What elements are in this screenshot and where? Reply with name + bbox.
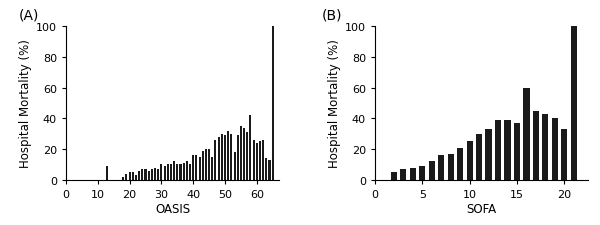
Bar — [227, 131, 229, 180]
Text: (A): (A) — [19, 9, 40, 22]
Bar — [448, 154, 454, 180]
X-axis label: SOFA: SOFA — [466, 202, 497, 215]
Bar — [391, 172, 397, 180]
Bar — [196, 155, 197, 180]
Bar — [246, 133, 248, 180]
Bar — [243, 128, 245, 180]
Bar — [542, 114, 548, 180]
Bar — [164, 166, 166, 180]
Bar — [240, 126, 242, 180]
Bar — [205, 149, 207, 180]
Bar — [167, 165, 169, 180]
Bar — [410, 168, 416, 180]
Bar — [400, 169, 406, 180]
Bar — [189, 165, 191, 180]
Bar — [218, 137, 220, 180]
Bar — [186, 162, 188, 180]
Bar — [106, 166, 109, 180]
Bar — [259, 142, 261, 180]
Text: (B): (B) — [322, 9, 342, 22]
Bar — [272, 27, 274, 180]
Bar — [505, 120, 511, 180]
Bar — [157, 169, 159, 180]
Bar — [457, 148, 463, 180]
Bar — [262, 140, 264, 180]
Bar — [533, 111, 539, 180]
Bar — [179, 165, 182, 180]
Bar — [265, 159, 268, 180]
Bar — [128, 172, 131, 180]
Bar — [202, 151, 204, 180]
Bar — [132, 172, 134, 180]
Bar — [233, 153, 236, 180]
Bar — [148, 171, 150, 180]
Bar — [199, 157, 200, 180]
Bar — [514, 123, 520, 180]
Bar — [214, 140, 217, 180]
Bar — [122, 177, 124, 180]
Bar — [428, 162, 435, 180]
Bar — [154, 168, 156, 180]
Bar — [552, 119, 558, 180]
Bar — [256, 143, 258, 180]
Bar — [224, 136, 226, 180]
Bar — [138, 171, 140, 180]
Bar — [253, 140, 254, 180]
Bar — [192, 155, 194, 180]
Bar — [221, 134, 223, 180]
Bar — [141, 169, 143, 180]
Bar — [438, 155, 445, 180]
Bar — [170, 165, 172, 180]
Y-axis label: Hospital Mortality (%): Hospital Mortality (%) — [19, 39, 32, 168]
Bar — [145, 169, 146, 180]
Bar — [173, 162, 175, 180]
Bar — [160, 165, 163, 180]
Bar — [236, 136, 239, 180]
Bar — [211, 157, 214, 180]
Bar — [561, 130, 568, 180]
Bar — [151, 169, 153, 180]
Bar — [230, 134, 232, 180]
Y-axis label: Hospital Mortality (%): Hospital Mortality (%) — [328, 39, 341, 168]
Bar — [523, 88, 530, 180]
Bar — [495, 120, 501, 180]
X-axis label: OASIS: OASIS — [155, 202, 190, 215]
Bar — [182, 163, 185, 180]
Bar — [125, 174, 127, 180]
Bar — [176, 165, 178, 180]
Bar — [268, 160, 271, 180]
Bar — [485, 130, 491, 180]
Bar — [571, 27, 577, 180]
Bar — [135, 176, 137, 180]
Bar — [208, 149, 210, 180]
Bar — [467, 142, 473, 180]
Bar — [476, 134, 482, 180]
Bar — [250, 116, 251, 180]
Bar — [419, 166, 425, 180]
